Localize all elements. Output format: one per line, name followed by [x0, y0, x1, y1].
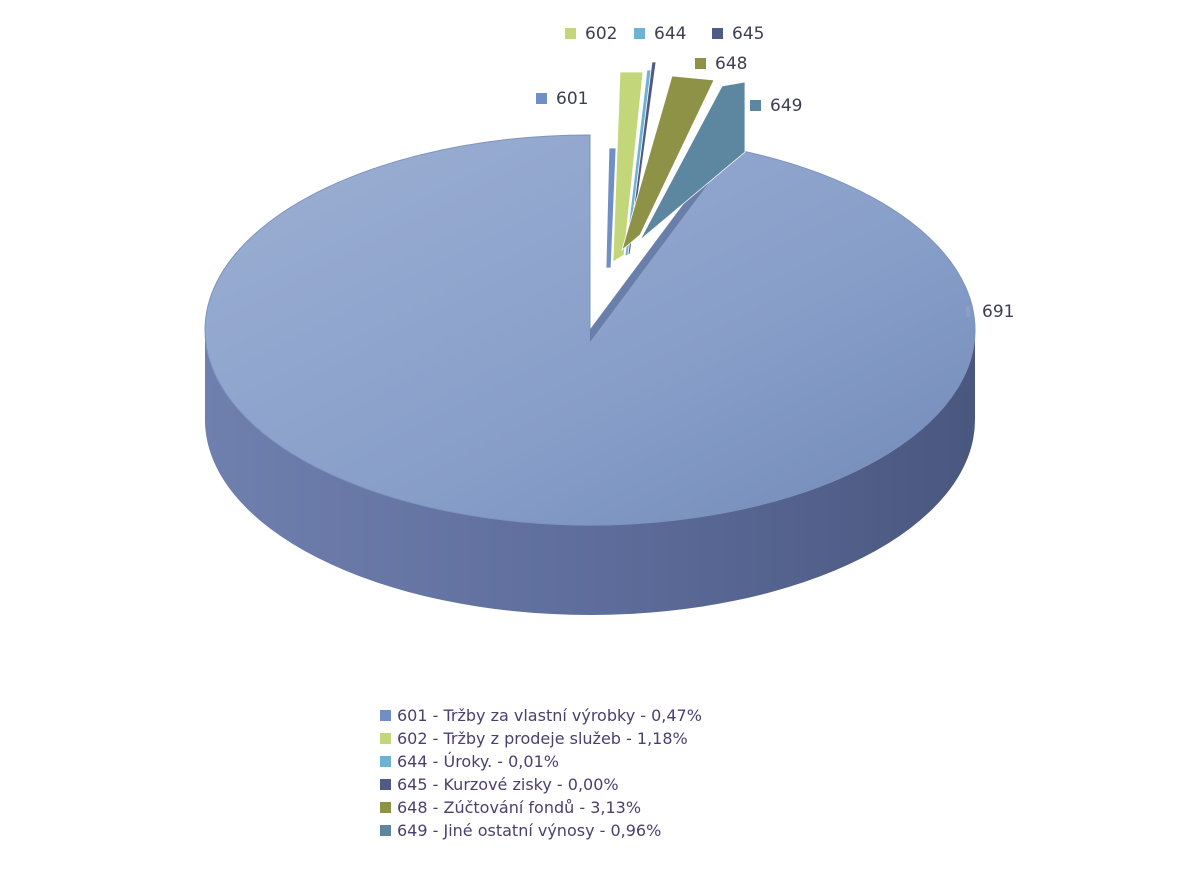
slice-label-swatch-649	[750, 100, 761, 111]
slice-label-644: 644	[654, 24, 686, 44]
legend-item-649: 649 - Jiné ostatní výnosy - 0,96%	[380, 819, 702, 842]
slice-691-side	[205, 330, 975, 615]
slice-label-swatch-644	[634, 28, 645, 39]
slice-label-602: 602	[585, 24, 617, 44]
slice-label-648: 648	[715, 54, 747, 74]
legend-swatch-645	[380, 779, 391, 790]
legend-text-645: 645 - Kurzové zisky - 0,00%	[397, 775, 619, 794]
legend-swatch-649	[380, 825, 391, 836]
legend-text-644: 644 - Úroky. - 0,01%	[397, 752, 559, 771]
slice-649	[639, 81, 746, 241]
legend-text-648: 648 - Zúčtování fondů - 3,13%	[397, 798, 642, 817]
legend-text-649: 649 - Jiné ostatní výnosy - 0,96%	[397, 821, 662, 840]
slice-label-649: 649	[770, 96, 802, 116]
legend-swatch-601	[380, 710, 391, 721]
slice-label-swatch-602	[565, 28, 576, 39]
slice-label-swatch-648	[695, 58, 706, 69]
legend-text-602: 602 - Tržby z prodeje služeb - 1,18%	[397, 729, 688, 748]
legend: 601 - Tržby za vlastní výrobky - 0,47% 60…	[380, 704, 702, 842]
slice-691	[204, 134, 976, 526]
legend-item-644: 644 - Úroky. - 0,01%	[380, 750, 702, 773]
slice-label-swatch-601	[536, 93, 547, 104]
legend-item-648: 648 - Zúčtování fondů - 3,13%	[380, 796, 702, 819]
legend-item-645: 645 - Kurzové zisky - 0,00%	[380, 773, 702, 796]
legend-swatch-648	[380, 802, 391, 813]
slice-label-swatch-645	[712, 28, 723, 39]
slice-label-layer: 601 602 644 645 648 649 691	[536, 24, 1014, 322]
slice-601	[605, 147, 617, 269]
slice-label-601: 601	[556, 89, 588, 109]
slice-602	[612, 71, 644, 263]
slice-label-691: 691	[982, 302, 1014, 322]
legend-item-602: 602 - Tržby z prodeje služeb - 1,18%	[380, 727, 702, 750]
legend-swatch-602	[380, 733, 391, 744]
slice-label-swatch-691	[966, 306, 970, 317]
legend-item-601: 601 - Tržby za vlastní výrobky - 0,47%	[380, 704, 702, 727]
pie-layer	[204, 61, 976, 615]
slice-648	[621, 75, 715, 252]
slice-label-645: 645	[732, 24, 764, 44]
legend-text-601: 601 - Tržby za vlastní výrobky - 0,47%	[397, 706, 702, 725]
legend-swatch-644	[380, 756, 391, 767]
